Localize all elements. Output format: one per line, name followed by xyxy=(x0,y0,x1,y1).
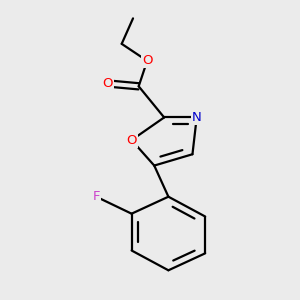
Text: N: N xyxy=(192,111,202,124)
Text: O: O xyxy=(142,54,152,67)
Text: O: O xyxy=(102,77,113,90)
Text: F: F xyxy=(92,190,100,203)
Text: O: O xyxy=(126,134,137,147)
